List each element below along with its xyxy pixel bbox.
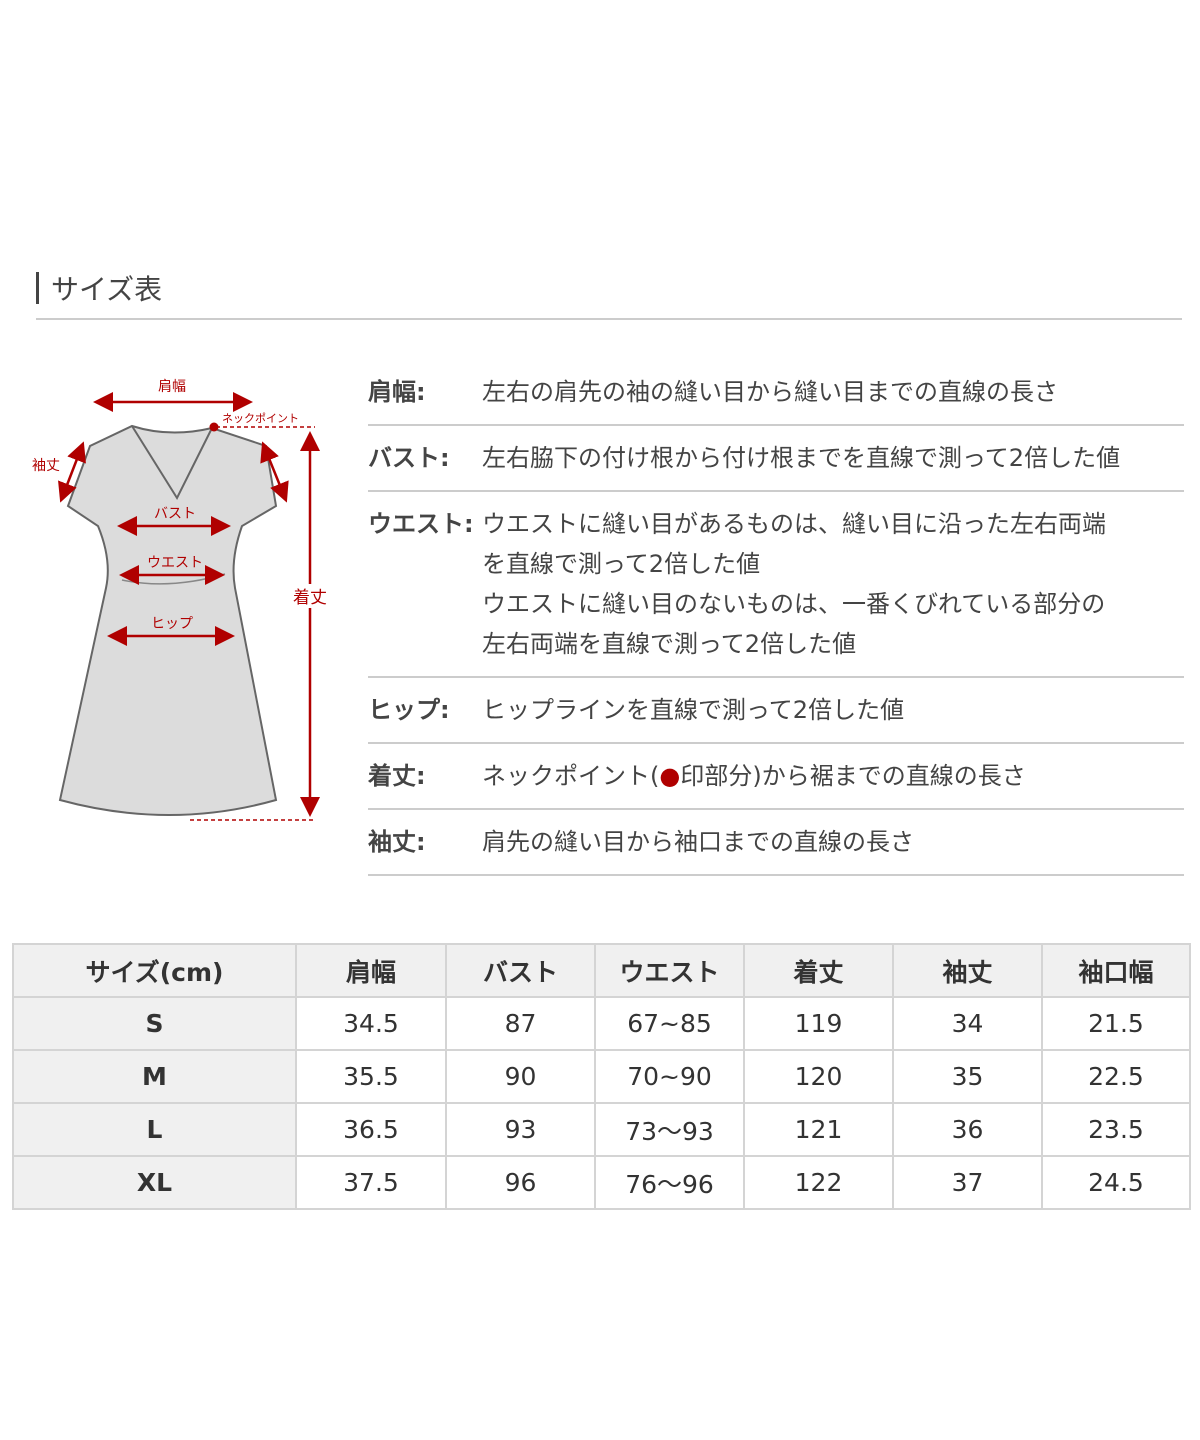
definition-hip: ヒップ: ヒップラインを直線で測って2倍した値 — [368, 678, 1184, 744]
table-cell: 122 — [743, 1155, 894, 1210]
table-row: L 36.5 93 73〜93 121 36 23.5 — [12, 1102, 1191, 1157]
label-sleeve: 袖丈 — [32, 458, 60, 474]
title-text: サイズ表 — [51, 273, 163, 306]
size-table: サイズ(cm) 肩幅 バスト ウエスト 着丈 袖丈 袖口幅 S 34.5 87 67~85 119 3… — [12, 943, 1191, 1210]
table-row: S 34.5 87 67~85 119 34 21.5 — [12, 996, 1191, 1051]
label-bust: バスト — [154, 506, 196, 522]
label-neck-point: ネックポイント — [222, 412, 299, 425]
table-cell: 120 — [743, 1049, 894, 1104]
label-length: 着丈 — [293, 588, 327, 608]
column-header: ウエスト — [594, 943, 745, 998]
column-header: サイズ(cm) — [12, 943, 297, 998]
neck-point-dot — [209, 422, 219, 432]
table-cell: 90 — [445, 1049, 596, 1104]
dress-measurement-diagram: 肩幅 ネックポイント 袖丈 バスト ウエスト ヒップ 着丈 — [32, 379, 332, 821]
divider — [36, 318, 1182, 320]
table-cell: 36.5 — [295, 1102, 447, 1157]
column-header: 着丈 — [743, 943, 894, 998]
label-waist: ウエスト — [147, 555, 203, 571]
sleeve-arrow-right — [260, 441, 289, 503]
column-header: 肩幅 — [295, 943, 447, 998]
column-header: 袖丈 — [892, 943, 1043, 998]
table-cell: 21.5 — [1041, 996, 1191, 1051]
size-label: M — [12, 1049, 297, 1104]
column-header: 袖口幅 — [1041, 943, 1191, 998]
table-header-row: サイズ(cm) 肩幅 バスト ウエスト 着丈 袖丈 袖口幅 — [12, 943, 1191, 998]
table-cell: 119 — [743, 996, 894, 1051]
table-cell: 24.5 — [1041, 1155, 1191, 1210]
definition-sleeve: 袖丈: 肩先の縫い目から袖口までの直線の長さ — [368, 810, 1184, 876]
table-cell: 22.5 — [1041, 1049, 1191, 1104]
table-cell: 121 — [743, 1102, 894, 1157]
table-cell: 87 — [445, 996, 596, 1051]
table-cell: 37 — [892, 1155, 1043, 1210]
title-accent-bar — [36, 272, 39, 304]
measurement-definitions: 肩幅: 左右の肩先の袖の縫い目から縫い目までの直線の長さ バスト: 左右脇下の付け根… — [368, 360, 1184, 876]
table-cell: 70~90 — [594, 1049, 745, 1104]
table-cell: 34.5 — [295, 996, 447, 1051]
table-cell: 35 — [892, 1049, 1043, 1104]
neck-point-dot-icon: ● — [659, 762, 681, 790]
size-label: S — [12, 996, 297, 1051]
size-label: XL — [12, 1155, 297, 1210]
definition-bust: バスト: 左右脇下の付け根から付け根までを直線で測って2倍した値 — [368, 426, 1184, 492]
table-cell: 35.5 — [295, 1049, 447, 1104]
table-cell: 36 — [892, 1102, 1043, 1157]
table-cell: 76〜96 — [594, 1155, 745, 1210]
table-cell: 93 — [445, 1102, 596, 1157]
table-cell: 37.5 — [295, 1155, 447, 1210]
label-hip: ヒップ — [151, 616, 193, 632]
definition-shoulder: 肩幅: 左右の肩先の袖の縫い目から縫い目までの直線の長さ — [368, 360, 1184, 426]
label-shoulder: 肩幅 — [158, 379, 186, 395]
table-cell: 96 — [445, 1155, 596, 1210]
column-header: バスト — [445, 943, 596, 998]
table-cell: 67~85 — [594, 996, 745, 1051]
table-row: M 35.5 90 70~90 120 35 22.5 — [12, 1049, 1191, 1104]
sleeve-arrow-left — [58, 441, 86, 503]
size-label: L — [12, 1102, 297, 1157]
definition-waist: ウエスト: ウエストに縫い目があるものは、縫い目に沿った左右両端 を直線で測って2倍… — [368, 492, 1184, 678]
table-row: XL 37.5 96 76〜96 122 37 24.5 — [12, 1155, 1191, 1210]
definition-length: 着丈: ネックポイント(●印部分)から裾までの直線の長さ — [368, 744, 1184, 810]
table-cell: 34 — [892, 996, 1043, 1051]
table-cell: 23.5 — [1041, 1102, 1191, 1157]
table-cell: 73〜93 — [594, 1102, 745, 1157]
section-title: サイズ表 — [36, 268, 162, 308]
